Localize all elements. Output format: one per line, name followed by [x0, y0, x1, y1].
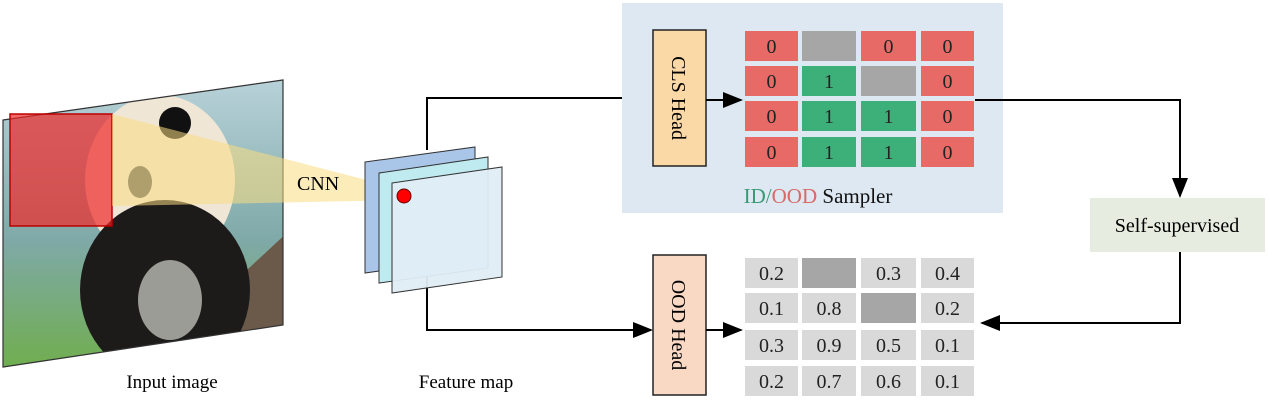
grid-cell [921, 293, 974, 323]
sampler-rest: Sampler [817, 184, 892, 208]
grid-cell-value: 1 [824, 106, 834, 128]
grid-cell [802, 366, 856, 396]
grid-cell-value: 0 [884, 36, 894, 58]
grid-cell [745, 31, 798, 61]
grid-cell [745, 137, 798, 167]
grid-cell-value: 0 [943, 36, 953, 58]
grid-cell [861, 330, 916, 360]
grid-cell-value: 0 [767, 71, 777, 93]
grid-cell-value: 0.3 [759, 335, 784, 357]
grid-cell [745, 366, 798, 396]
grid-cell [802, 137, 856, 167]
grid-cell-value: 1 [824, 71, 834, 93]
grid-cell-value: 0 [767, 142, 777, 164]
grid-cell [921, 66, 974, 96]
grid-cell-value: 1 [824, 142, 834, 164]
self-supervised-label: Self-supervised [1115, 215, 1239, 237]
grid-cell [861, 366, 916, 396]
grid-cell-value: 0 [943, 142, 953, 164]
grid-cell [745, 293, 798, 323]
grid-cell-value: 0 [767, 36, 777, 58]
grid-cell [861, 31, 916, 61]
sampler-id: ID [744, 184, 766, 208]
grid-cell-value: 1 [884, 142, 894, 164]
grid-cell-value: 0.1 [935, 371, 960, 393]
self-supervised-box [1090, 198, 1265, 252]
grid-cell [802, 293, 856, 323]
grid-cell [745, 101, 798, 131]
arrow-to-self-supervised [975, 99, 1188, 198]
grid-cell-value: 0 [767, 106, 777, 128]
ood-head-box [652, 254, 707, 396]
arrow-to-ood-head [426, 270, 653, 338]
cnn-label: CNN [297, 173, 339, 195]
grid-cell-value: 0.2 [759, 263, 784, 285]
projection-cone [112, 114, 405, 206]
sampler-label: ID/OOD Sampler [744, 184, 893, 208]
arrow-to-ood-grid [980, 252, 1181, 331]
grid-cell [861, 137, 916, 167]
grid-cell-value: 0.9 [817, 335, 842, 357]
ood-grid: 0.2 0.3 0.4 0.1 0.8 0.2 0.3 0.9 0.5 0.1 0.2 0.7 0.6 0… [745, 258, 974, 396]
grid-cell [861, 66, 916, 96]
grid-cell-value: 0.5 [876, 335, 901, 357]
grid-cell-value: 0.4 [935, 263, 960, 285]
input-image-caption: Input image [126, 372, 217, 393]
receptive-field-highlight [9, 113, 113, 227]
grid-cell-value: 0 [943, 71, 953, 93]
cls-grid: 0 0 0 0 1 0 0 1 1 0 0 1 1 0 [745, 31, 974, 167]
grid-cell [861, 258, 916, 288]
cls-head-box [652, 29, 707, 167]
grid-cell-value: 0.6 [876, 371, 901, 393]
grid-cell [802, 31, 856, 61]
arrow-to-cls-head [426, 90, 653, 150]
grid-cell [921, 31, 974, 61]
grid-cell [745, 258, 798, 288]
cls-head-label: CLS Head [667, 56, 689, 140]
grid-cell-value: 0.1 [935, 335, 960, 357]
grid-cell [921, 137, 974, 167]
feature-map-stack [364, 146, 503, 294]
sampler-ood: OOD [772, 184, 818, 208]
grid-cell-value: 0 [943, 106, 953, 128]
feature-point [396, 188, 412, 204]
grid-cell [802, 66, 856, 96]
sampler-sep: / [766, 184, 772, 208]
grid-cell [745, 330, 798, 360]
grid-cell-value: 0.3 [876, 263, 901, 285]
ood-head-label: OOD Head [667, 280, 689, 371]
grid-cell [802, 330, 856, 360]
grid-cell [802, 101, 856, 131]
grid-cell-value: 0.8 [817, 298, 842, 320]
grid-cell-value: 0.2 [935, 298, 960, 320]
grid-cell [921, 330, 974, 360]
grid-cell-value: 1 [884, 106, 894, 128]
grid-cell [921, 101, 974, 131]
grid-cell-value: 0.2 [759, 371, 784, 393]
grid-cell [745, 66, 798, 96]
grid-cell [861, 101, 916, 131]
grid-cell-value: 0.1 [759, 298, 784, 320]
grid-cell [802, 258, 856, 288]
grid-cell [921, 258, 974, 288]
grid-cell [921, 366, 974, 396]
grid-cell-value: 0.7 [817, 371, 842, 393]
feature-map-caption: Feature map [419, 372, 513, 393]
grid-cell [861, 293, 916, 323]
